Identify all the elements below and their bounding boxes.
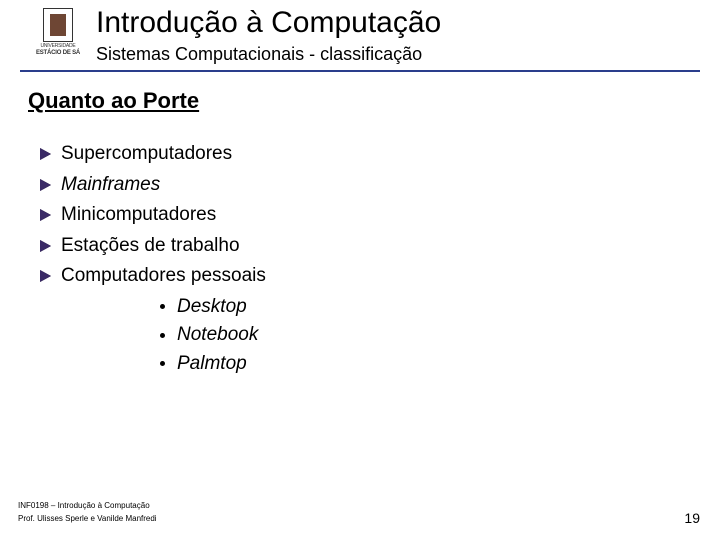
sublist-item-label: Palmtop (177, 350, 247, 379)
wedge-icon (40, 209, 51, 221)
dot-icon (160, 333, 165, 338)
logo-line2: ESTÁCIO DE SÁ (36, 50, 80, 57)
list-item-label: Mainframes (61, 171, 160, 200)
logo-box (43, 8, 73, 42)
section-heading: Quanto ao Porte (28, 88, 199, 114)
dot-icon (160, 361, 165, 366)
logo-caption: UNIVERSIDADE ESTÁCIO DE SÁ (36, 44, 80, 56)
logo-line1: UNIVERSIDADE (36, 44, 80, 50)
list-item: Supercomputadores (40, 140, 266, 169)
footer-course: INF0198 – Introdução à Computação (18, 500, 157, 513)
page-title: Introdução à Computação (96, 6, 441, 40)
list-item: Minicomputadores (40, 201, 266, 230)
list-item-label: Estações de trabalho (61, 232, 240, 261)
dot-icon (160, 304, 165, 309)
sublist-item: Notebook (160, 321, 266, 350)
footer-left: INF0198 – Introdução à Computação Prof. … (18, 500, 157, 526)
list-item-label: Supercomputadores (61, 140, 232, 169)
page-subtitle: Sistemas Computacionais - classificação (96, 44, 422, 65)
list-item: Estações de trabalho (40, 232, 266, 261)
wedge-icon (40, 148, 51, 160)
wedge-icon (40, 179, 51, 191)
wedge-icon (40, 240, 51, 252)
bullet-list: Supercomputadores Mainframes Minicomputa… (40, 140, 266, 378)
list-item-label: Minicomputadores (61, 201, 216, 230)
footer-authors: Prof. Ulisses Sperle e Vanilde Manfredi (18, 513, 157, 526)
sub-list: Desktop Notebook Palmtop (160, 293, 266, 379)
page-number: 19 (684, 510, 700, 526)
list-item: Computadores pessoais (40, 262, 266, 291)
header-rule (20, 70, 700, 72)
sublist-item-label: Desktop (177, 293, 247, 322)
list-item: Mainframes (40, 171, 266, 200)
sublist-item: Palmtop (160, 350, 266, 379)
slide: UNIVERSIDADE ESTÁCIO DE SÁ Introdução à … (0, 0, 720, 540)
logo-inner (50, 14, 66, 36)
sublist-item-label: Notebook (177, 321, 258, 350)
wedge-icon (40, 270, 51, 282)
university-logo: UNIVERSIDADE ESTÁCIO DE SÁ (30, 8, 86, 70)
sublist-item: Desktop (160, 293, 266, 322)
list-item-label: Computadores pessoais (61, 262, 266, 291)
